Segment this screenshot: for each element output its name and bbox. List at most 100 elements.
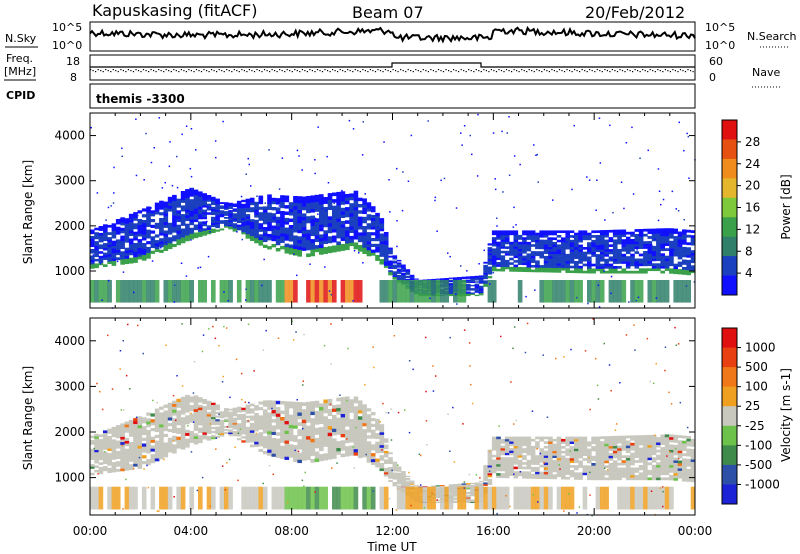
velocity-scatter-cell [466,484,471,486]
velocity-scatter-cell [587,460,592,464]
velocity-scatter-cell [379,457,385,461]
velocity-scatter-cell [211,422,216,426]
power-scatter-cell [466,294,471,297]
power-scatter-cell [215,202,220,205]
velocity-scatter-cell [612,455,618,459]
power-scatter-cell [198,226,203,230]
velocity-scatter-cell [107,453,112,456]
velocity-scatter-cell [574,458,579,461]
velocity-scatter-cell [146,450,151,454]
freq-dot [508,70,510,72]
freq-dot [478,70,480,72]
power-scatter-cell [543,258,549,261]
power-speckle [657,168,660,170]
power-speckle [595,209,597,211]
velocity-scatter-cell [491,448,497,451]
velocity-scatter-cell [327,425,333,430]
power-scatter-cell [500,239,506,242]
power-scatter-cell [548,237,553,240]
velocity-scatter-cell [660,449,666,453]
velocity-scatter-cell [543,474,549,477]
power-scatter-cell [647,255,653,259]
power-scatter-cell [340,244,346,248]
power-scatter-cell [599,263,605,267]
velocity-scatter-cell [660,452,666,456]
velocity-scatter-cell [90,464,95,467]
power-speckle [164,181,166,184]
velocity-scatter-cell [98,466,104,470]
power-scatter-cell [569,251,575,255]
power-scatter-cell [159,212,164,216]
velocity-scatter-cell [522,436,527,440]
power-scatter-cell [336,211,341,216]
freq-dot [621,70,624,72]
power-scatter-cell [487,252,493,256]
velocity-near-range-cell [500,486,506,510]
power-scatter-cell [245,207,251,210]
power-scatter-cell [612,232,618,235]
power-scatter-cell [357,216,363,221]
velocity-scatter-cell [595,458,601,461]
velocity-scatter-cell [491,468,497,472]
power-speckle [197,267,199,269]
velocity-scatter-cell [176,413,182,417]
power-scatter-cell [115,221,121,225]
velocity-scatter-cell [115,435,121,439]
velocity-scatter-cell [638,455,644,458]
velocity-scatter-cell [587,472,592,476]
velocity-scatter-cell [453,486,458,488]
power-scatter-cell [94,254,99,258]
velocity-speckle [323,344,326,347]
velocity-scatter-cell [539,438,545,442]
power-scatter-cell [180,240,186,244]
velocity-scatter-cell [388,457,393,460]
velocity-scatter-cell [548,441,553,444]
velocity-scatter-cell [569,460,575,464]
velocity-scatter-cell [682,473,687,477]
velocity-scatter-cell [466,485,471,487]
velocity-scatter-cell [453,492,458,494]
power-scatter-cell [362,210,367,215]
velocity-scatter-cell [526,443,532,447]
power-scatter-cell [297,243,303,247]
power-scatter-cell [664,265,670,269]
power-speckle [245,288,247,290]
velocity-scatter-cell [319,447,324,452]
velocity-scatter-cell [293,445,298,449]
power-near-range-cell [280,280,285,303]
power-scatter-cell [219,213,225,216]
power-scatter-cell [262,227,268,231]
velocity-scatter-cell [509,438,514,442]
velocity-scatter-cell [362,435,367,439]
power-scatter-cell [128,233,134,237]
power-scatter-cell [630,231,635,235]
power-scatter-cell [314,245,320,249]
power-scatter-cell [448,284,454,287]
power-scatter-cell [172,243,177,248]
power-scatter-cell [474,294,480,297]
power-scatter-cell [353,210,359,214]
power-scatter-cell [379,251,385,255]
power-scatter-cell [180,205,186,209]
power-scatter-cell [107,241,112,245]
velocity-scatter-cell [466,499,471,501]
velocity-scatter-cell [288,414,294,419]
power-speckle [333,202,335,205]
power-scatter-cell [254,225,259,228]
power-near-range-cell [599,280,605,303]
velocity-scatter-cell [552,469,558,473]
velocity-scatter-cell [362,416,367,421]
velocity-scatter-cell [686,471,692,475]
velocity-scatter-cell [535,466,540,470]
power-scatter-cell [500,241,506,245]
power-scatter-cell [245,220,251,224]
velocity-scatter-cell [267,415,272,419]
velocity-scatter-cell [487,473,493,476]
velocity-scatter-cell [267,437,272,441]
velocity-scatter-cell [530,466,536,470]
velocity-scatter-cell [254,405,259,408]
power-scatter-cell [656,240,661,244]
velocity-scatter-cell [172,400,177,404]
velocity-scatter-cell [435,485,441,487]
power-near-range-cell [431,280,437,303]
